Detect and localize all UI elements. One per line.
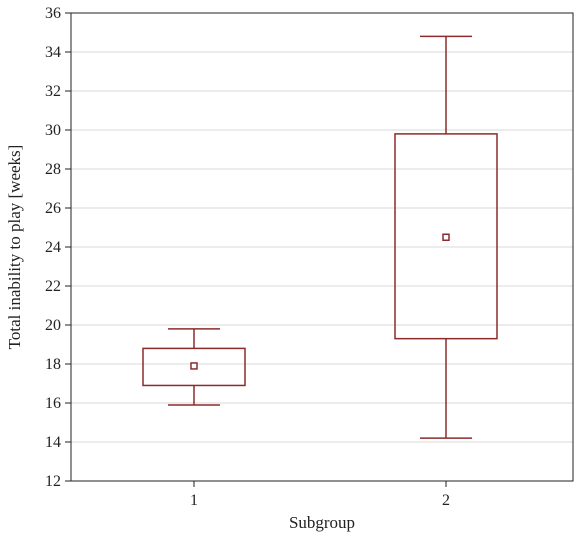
box-group-1 <box>142 328 246 406</box>
y-tick-label: 24 <box>45 239 61 256</box>
y-tick-label: 18 <box>45 356 61 373</box>
box-group-2 <box>394 35 498 439</box>
y-tick-label: 22 <box>45 278 61 295</box>
y-tick-label: 16 <box>45 395 61 412</box>
y-tick-label: 34 <box>45 44 61 61</box>
median-marker <box>442 233 450 241</box>
y-tick-label: 36 <box>45 5 61 22</box>
x-tick-label: 1 <box>190 492 198 509</box>
y-axis-ticks: 12 14 16 18 20 22 24 26 28 30 32 34 36 <box>45 5 71 490</box>
y-axis-label: Total inability to play [weeks] <box>5 145 24 350</box>
y-tick-label: 30 <box>45 122 61 139</box>
y-tick-label: 26 <box>45 200 61 217</box>
y-tick-label: 12 <box>45 473 61 490</box>
x-tick-label: 2 <box>442 492 450 509</box>
box-rect <box>394 133 498 340</box>
box-rect <box>142 347 246 387</box>
boxes <box>142 35 498 439</box>
y-tick-label: 14 <box>45 434 61 451</box>
median-marker <box>190 362 198 370</box>
grid-lines <box>71 51 573 443</box>
y-tick-label: 28 <box>45 161 61 178</box>
y-tick-label: 20 <box>45 317 61 334</box>
y-tick-label: 32 <box>45 83 61 100</box>
x-axis-label: Subgroup <box>289 513 355 532</box>
